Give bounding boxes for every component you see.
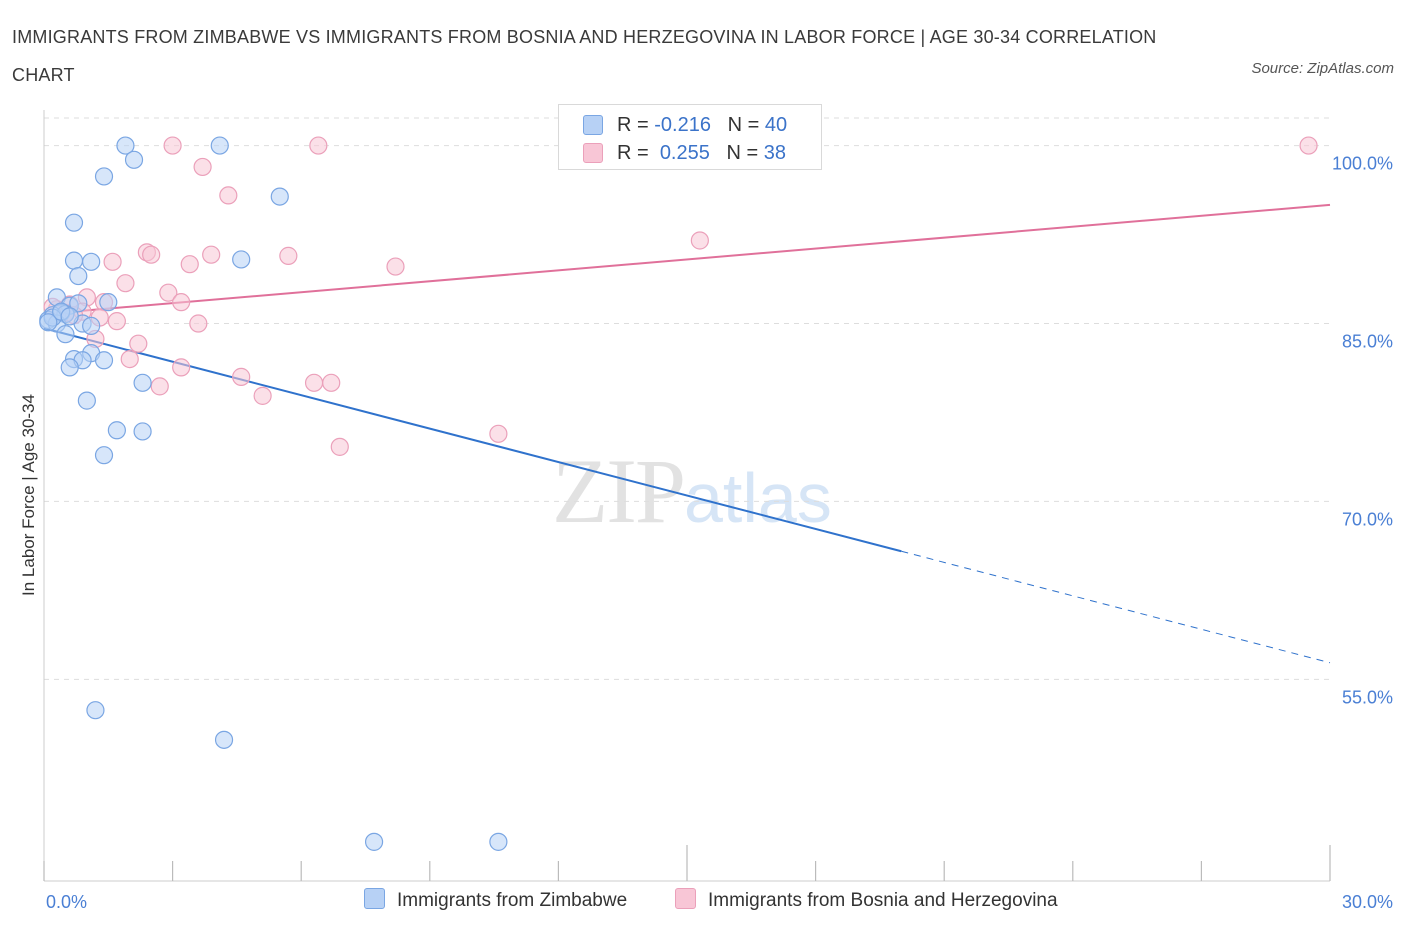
point-zimbabwe (107, 421, 126, 440)
point-bosnia (322, 373, 341, 392)
legend-n-label: N = (727, 114, 760, 136)
legend-n-value: 40 (764, 114, 788, 136)
watermark-atlas: atlas (684, 459, 832, 537)
trend-line-bosnia (43, 203, 1331, 316)
chart-title: IMMIGRANTS FROM ZIMBABWE VS IMMIGRANTS F… (12, 27, 1157, 85)
axes (43, 110, 1331, 882)
y-tick-label: 70.0% (1342, 509, 1393, 529)
source-label: Source: ZipAtlas.com (1251, 60, 1394, 77)
point-zimbabwe (364, 832, 384, 851)
point-bosnia (219, 186, 238, 205)
point-bosnia (172, 358, 191, 377)
point-zimbabwe (94, 446, 114, 465)
point-bosnia (690, 231, 709, 250)
point-bosnia (386, 257, 405, 276)
legend-swatch-blue (583, 115, 603, 135)
point-bosnia (330, 437, 349, 456)
point-bosnia (304, 373, 324, 392)
point-bosnia (253, 386, 272, 405)
point-zimbabwe (77, 391, 96, 410)
point-zimbabwe (214, 730, 234, 749)
legend-row-zimbabwe: R = -0.216 N = 40 (583, 113, 787, 137)
legend-row-bosnia: R = 0.255 N = 38 (583, 141, 786, 165)
point-zimbabwe (64, 213, 84, 232)
legend-r-value: 0.255 (659, 142, 710, 164)
series-swatch-pink (675, 888, 696, 909)
point-bosnia (150, 377, 169, 396)
point-bosnia (142, 245, 161, 264)
trend-line-zimbabwe-extrapolated (901, 550, 1331, 664)
series-name: Immigrants from Zimbabwe (397, 890, 628, 911)
legend-r-label: R = (617, 142, 649, 164)
point-zimbabwe (69, 294, 88, 313)
point-zimbabwe (232, 250, 251, 269)
trend-lines (43, 203, 1331, 664)
point-zimbabwe (133, 422, 152, 441)
point-zimbabwe (489, 832, 508, 851)
y-tick-label: 85.0% (1342, 332, 1393, 352)
point-bosnia (232, 367, 251, 386)
point-bosnia (172, 293, 191, 312)
y-axis-label: In Labor Force | Age 30-34 (19, 394, 38, 596)
point-zimbabwe (99, 293, 118, 312)
point-bosnia (116, 274, 135, 293)
point-zimbabwe (82, 316, 101, 335)
point-zimbabwe (116, 136, 135, 155)
point-bosnia (120, 349, 139, 369)
point-bosnia (1299, 136, 1318, 155)
point-zimbabwe (60, 358, 79, 377)
grid-lines (44, 117, 1330, 680)
point-bosnia (189, 314, 208, 333)
point-zimbabwe (270, 187, 289, 206)
watermark-zip: ZIP (552, 440, 686, 542)
point-bosnia (489, 424, 508, 443)
point-bosnia (107, 312, 126, 331)
legend-swatch-pink (583, 143, 603, 163)
point-zimbabwe (86, 701, 105, 720)
point-bosnia (202, 245, 221, 264)
point-zimbabwe (69, 266, 88, 286)
data-points (39, 136, 1318, 851)
point-zimbabwe (210, 136, 229, 155)
point-bosnia (279, 246, 298, 265)
y-tick-label: 100.0% (1332, 154, 1393, 174)
point-zimbabwe (56, 325, 75, 344)
point-zimbabwe (64, 251, 84, 270)
point-zimbabwe (124, 150, 144, 169)
point-zimbabwe (60, 307, 79, 326)
point-bosnia (180, 255, 199, 274)
tick-labels: 100.0% 85.0% 70.0% 55.0% 0.0% 30.0% (46, 154, 1393, 912)
point-bosnia (163, 136, 182, 155)
point-zimbabwe (133, 373, 152, 392)
point-zimbabwe (82, 252, 101, 271)
point-bosnia (193, 157, 212, 177)
point-zimbabwe (39, 313, 58, 332)
zipatlas-watermark: ZIPatlas (552, 438, 832, 544)
trend-line-zimbabwe (43, 327, 902, 553)
legend-r-label: R = (617, 114, 649, 136)
series-legend-bosnia: Immigrants from Bosnia and Herzegovina (675, 888, 1058, 912)
series-legend-zimbabwe: Immigrants from Zimbabwe (364, 888, 627, 912)
legend-n-value: 38 (763, 142, 787, 164)
series-name: Immigrants from Bosnia and Herzegovina (708, 890, 1058, 911)
point-zimbabwe (94, 351, 114, 370)
series-swatch-blue (364, 888, 385, 909)
x-tick-label: 30.0% (1342, 892, 1393, 912)
y-tick-label: 55.0% (1342, 687, 1393, 707)
point-bosnia (129, 334, 148, 353)
point-bosnia (309, 136, 328, 155)
point-zimbabwe (94, 167, 114, 186)
legend-r-value: -0.216 (654, 114, 711, 136)
point-bosnia (103, 252, 122, 271)
x-tick-label: 0.0% (46, 892, 87, 912)
correlation-legend: R = -0.216 N = 40 R = 0.255 N = 38 (558, 104, 822, 170)
point-bosnia (159, 283, 178, 302)
legend-n-label: N = (726, 142, 759, 164)
